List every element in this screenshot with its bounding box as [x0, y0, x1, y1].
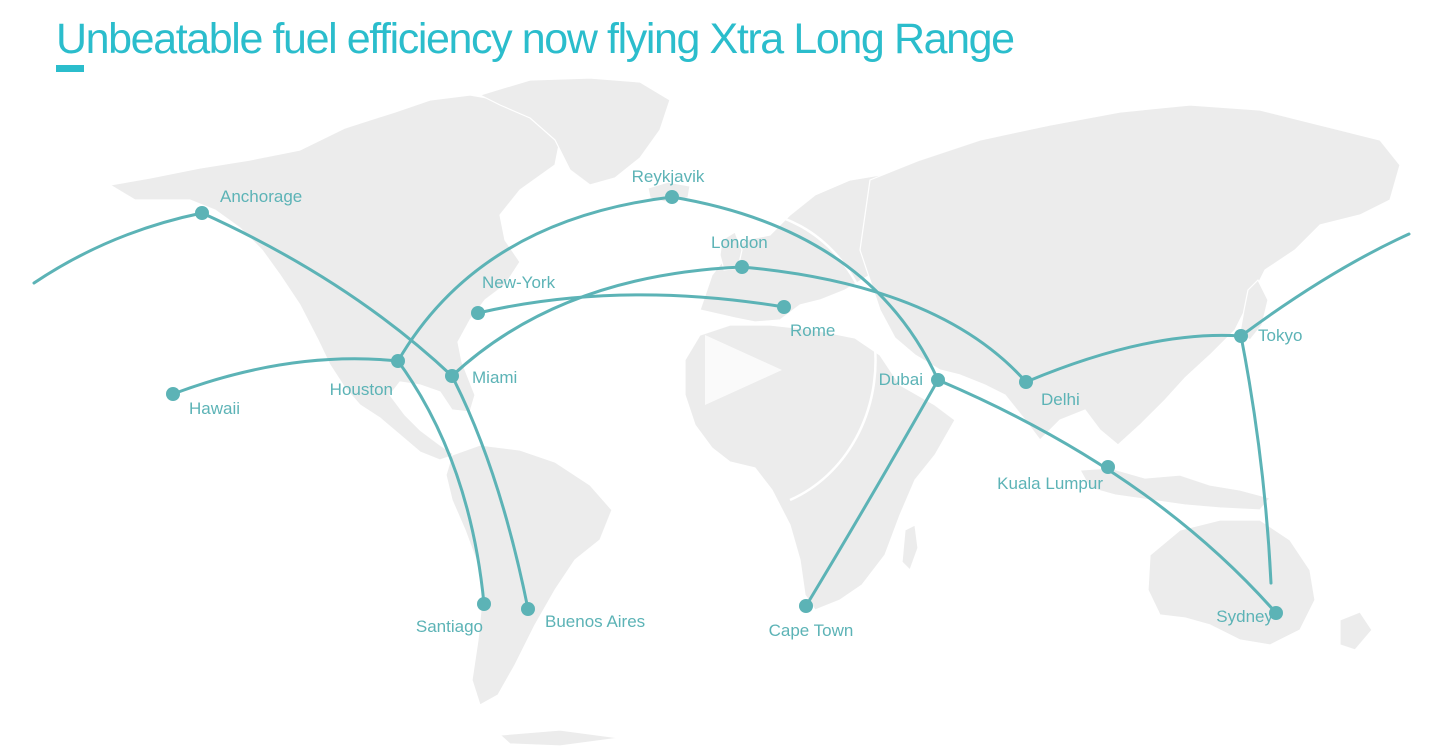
- routes-layer: [32, 195, 1411, 615]
- city-delhi[interactable]: Delhi: [1019, 375, 1080, 409]
- land-asia: [859, 104, 1401, 446]
- route-houston-santiago: [396, 359, 486, 606]
- city-houston[interactable]: Houston: [330, 354, 405, 399]
- city-marker-london[interactable]: [735, 260, 749, 274]
- city-label-delhi: Delhi: [1041, 390, 1080, 409]
- city-marker-santiago[interactable]: [477, 597, 491, 611]
- route-dubai-sydney: [936, 378, 1278, 615]
- city-marker-new-york[interactable]: [471, 306, 485, 320]
- city-new-york[interactable]: New-York: [471, 273, 556, 320]
- city-label-cape-town: Cape Town: [769, 621, 854, 640]
- city-label-santiago: Santiago: [416, 617, 483, 636]
- play-ring: [759, 210, 877, 502]
- city-label-sydney: Sydney: [1216, 607, 1273, 626]
- city-label-rome: Rome: [790, 321, 835, 340]
- land-africa: [684, 324, 956, 611]
- route-hawaii-houston: [171, 357, 400, 396]
- world-landmass: [109, 77, 1401, 747]
- city-cape-town[interactable]: Cape Town: [769, 599, 854, 640]
- city-london[interactable]: London: [711, 233, 768, 274]
- page-title: Unbeatable fuel efficiency now flying Xt…: [56, 15, 1015, 63]
- land-greenland: [479, 77, 671, 186]
- city-marker-sydney[interactable]: [1269, 606, 1283, 620]
- city-label-hawaii: Hawaii: [189, 399, 240, 418]
- route-new-york-rome: [476, 293, 786, 315]
- city-marker-tokyo[interactable]: [1234, 329, 1248, 343]
- city-label-dubai: Dubai: [879, 370, 923, 389]
- city-hawaii[interactable]: Hawaii: [166, 387, 240, 418]
- route-miami-buenos-aires: [450, 374, 530, 611]
- city-label-tokyo: Tokyo: [1258, 326, 1302, 345]
- city-marker-dubai[interactable]: [931, 373, 945, 387]
- route-pacific-anchorage: [32, 211, 204, 285]
- video-play-overlay[interactable]: [705, 210, 877, 502]
- route-anchorage-miami: [200, 211, 454, 378]
- land-japan: [1239, 279, 1269, 341]
- route-tokyo-pacific: [1239, 232, 1411, 338]
- play-icon[interactable]: [705, 335, 782, 405]
- land-madagascar: [901, 524, 919, 571]
- city-label-buenos-aires: Buenos Aires: [545, 612, 645, 631]
- city-label-houston: Houston: [330, 380, 393, 399]
- city-marker-cape-town[interactable]: [799, 599, 813, 613]
- city-marker-anchorage[interactable]: [195, 206, 209, 220]
- city-buenos-aires[interactable]: Buenos Aires: [521, 602, 645, 631]
- city-label-london: London: [711, 233, 768, 252]
- route-delhi-tokyo: [1024, 333, 1243, 384]
- city-anchorage[interactable]: Anchorage: [195, 187, 302, 220]
- cities-layer: Anchorage Hawaii Houston Miami New-York Santi…: [166, 167, 1302, 640]
- city-dubai[interactable]: Dubai: [879, 370, 945, 389]
- city-marker-hawaii[interactable]: [166, 387, 180, 401]
- city-kuala-lumpur[interactable]: Kuala Lumpur: [997, 460, 1115, 493]
- city-marker-miami[interactable]: [445, 369, 459, 383]
- city-label-reykjavik: Reykjavik: [632, 167, 705, 186]
- city-marker-kuala-lumpur[interactable]: [1101, 460, 1115, 474]
- route-reykjavik-dubai: [670, 195, 940, 382]
- city-santiago[interactable]: Santiago: [416, 597, 491, 636]
- route-dubai-cape-town: [804, 378, 940, 608]
- land-antarctica: [499, 729, 621, 747]
- city-label-anchorage: Anchorage: [220, 187, 302, 206]
- city-sydney[interactable]: Sydney: [1216, 606, 1283, 626]
- title-accent-bar: [56, 65, 84, 72]
- route-tokyo-sydney: [1239, 334, 1273, 585]
- city-marker-buenos-aires[interactable]: [521, 602, 535, 616]
- land-north-america: [109, 94, 561, 461]
- city-marker-reykjavik[interactable]: [665, 190, 679, 204]
- land-indonesia: [1079, 467, 1271, 511]
- city-marker-houston[interactable]: [391, 354, 405, 368]
- route-miami-london: [450, 265, 744, 378]
- route-houston-reykjavik: [396, 195, 674, 363]
- land-australia: [1147, 519, 1316, 646]
- city-label-miami: Miami: [472, 368, 517, 387]
- city-miami[interactable]: Miami: [445, 368, 517, 387]
- city-tokyo[interactable]: Tokyo: [1234, 326, 1302, 345]
- city-reykjavik[interactable]: Reykjavik: [632, 167, 705, 204]
- land-new-zealand: [1339, 611, 1373, 651]
- city-marker-rome[interactable]: [777, 300, 791, 314]
- land-south-america: [445, 444, 613, 706]
- city-label-new-york: New-York: [482, 273, 556, 292]
- city-label-kuala-lumpur: Kuala Lumpur: [997, 474, 1103, 493]
- city-marker-delhi[interactable]: [1019, 375, 1033, 389]
- route-london-delhi: [740, 265, 1028, 384]
- city-rome[interactable]: Rome: [777, 300, 835, 340]
